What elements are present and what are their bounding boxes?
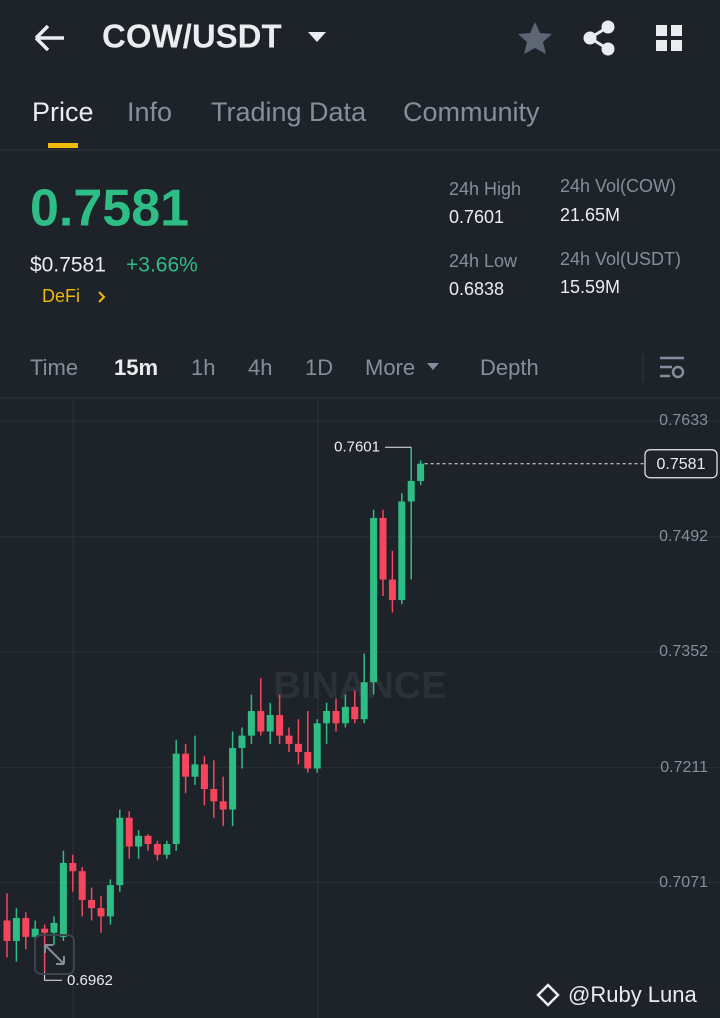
candle-body — [323, 710, 331, 724]
tag-arrow — [98, 291, 106, 303]
candle-body — [144, 835, 152, 845]
candle-body — [266, 715, 274, 732]
tab[interactable]: Community — [403, 97, 540, 127]
interval[interactable]: Depth — [480, 355, 539, 380]
y-tick-label: 0.7211 — [660, 759, 708, 776]
last-price-label: 0.7581 — [657, 456, 706, 473]
candle-body — [182, 753, 190, 777]
candle-body — [125, 817, 133, 847]
candle-body — [50, 922, 58, 933]
candle-body — [379, 517, 387, 580]
back-button[interactable] — [34, 24, 64, 52]
stat-label: 24h Vol(COW) — [560, 176, 676, 196]
candle-body — [407, 480, 415, 502]
tab-indicator — [48, 143, 78, 148]
usd-price: $0.7581 — [30, 254, 106, 277]
tab[interactable]: Price — [32, 97, 94, 127]
candle-body — [106, 885, 114, 917]
interval[interactable]: 1h — [191, 355, 215, 380]
stat-value: 0.6838 — [449, 279, 504, 299]
stat-label: 24h Vol(USDT) — [560, 249, 681, 269]
candle-body — [257, 710, 265, 732]
candle-body — [3, 920, 11, 941]
credit-logo — [536, 983, 560, 1007]
candle-body — [135, 835, 143, 847]
candle-body — [153, 844, 161, 855]
stat-value: 21.65M — [560, 205, 620, 225]
candle-body — [172, 753, 180, 845]
interval[interactable]: 15m — [114, 355, 158, 380]
credit: @Ruby Luna — [568, 982, 698, 1007]
candle-body — [398, 501, 406, 601]
stat-value: 0.7601 — [449, 207, 504, 227]
candle-body — [41, 928, 49, 933]
candle-body — [210, 789, 218, 802]
candle-body — [229, 747, 237, 810]
candle-body — [285, 735, 293, 744]
menu-button[interactable] — [656, 25, 682, 51]
candle-body — [238, 735, 246, 748]
share-button[interactable] — [583, 20, 615, 56]
last-price-box — [644, 449, 718, 479]
more-dropdown[interactable] — [427, 363, 439, 370]
candle-body — [191, 764, 199, 777]
high-marker-label: 0.7601 — [334, 438, 380, 455]
interval[interactable]: Time — [30, 355, 78, 380]
tag[interactable]: DeFi — [42, 286, 80, 306]
candle-body — [304, 752, 312, 769]
stat-value: 15.59M — [560, 277, 620, 297]
y-tick-label: 0.7492 — [659, 528, 708, 545]
last-price: 0.7581 — [30, 180, 189, 238]
tab[interactable]: Info — [127, 97, 172, 127]
interval[interactable]: 4h — [248, 355, 272, 380]
candle-body — [332, 710, 340, 724]
candle-body — [247, 710, 255, 736]
candle-body — [116, 817, 124, 886]
pair-dropdown[interactable] — [308, 32, 326, 42]
candle-body — [294, 743, 302, 753]
price-change: +3.66% — [126, 254, 198, 277]
candle-body — [313, 723, 321, 769]
candle-body — [163, 844, 171, 855]
candle-body — [78, 871, 86, 900]
stat-label: 24h Low — [449, 251, 518, 271]
fullscreen-button[interactable] — [34, 934, 75, 975]
candle-body — [276, 715, 284, 736]
candle-body — [97, 908, 105, 917]
candle-body — [370, 517, 378, 683]
candle-body — [88, 899, 96, 909]
candle-body — [12, 917, 20, 941]
interval[interactable]: 1D — [305, 355, 333, 380]
y-tick-label: 0.7071 — [659, 874, 708, 891]
favorite-button[interactable] — [518, 22, 552, 54]
watermark: BINANCE — [273, 665, 446, 707]
candle-body — [351, 706, 359, 720]
stat-label: 24h High — [449, 179, 521, 199]
candle-body — [200, 764, 208, 790]
candle-body — [22, 917, 30, 937]
pair-title[interactable]: COW/USDT — [102, 18, 282, 55]
y-tick-label: 0.7352 — [659, 643, 708, 660]
tab[interactable]: Trading Data — [211, 97, 367, 127]
low-marker-label: 0.6962 — [67, 972, 113, 989]
candlestick-chart: 0.7071 0.7211 0.7352 0.7492 0.7633 0.7601 0.69… — [0, 412, 720, 989]
candle-body — [388, 579, 396, 601]
candle-body — [59, 862, 67, 937]
candle-body — [341, 706, 349, 724]
fullscreen-icon — [44, 944, 65, 965]
candle-body — [417, 463, 425, 481]
y-tick-label: 0.7633 — [659, 412, 708, 429]
interval[interactable]: More — [365, 355, 415, 380]
candle-body — [69, 862, 77, 872]
chart-settings[interactable] — [660, 356, 685, 379]
candle-body — [219, 801, 227, 810]
candle-body — [360, 682, 368, 720]
candle-body — [31, 928, 39, 937]
